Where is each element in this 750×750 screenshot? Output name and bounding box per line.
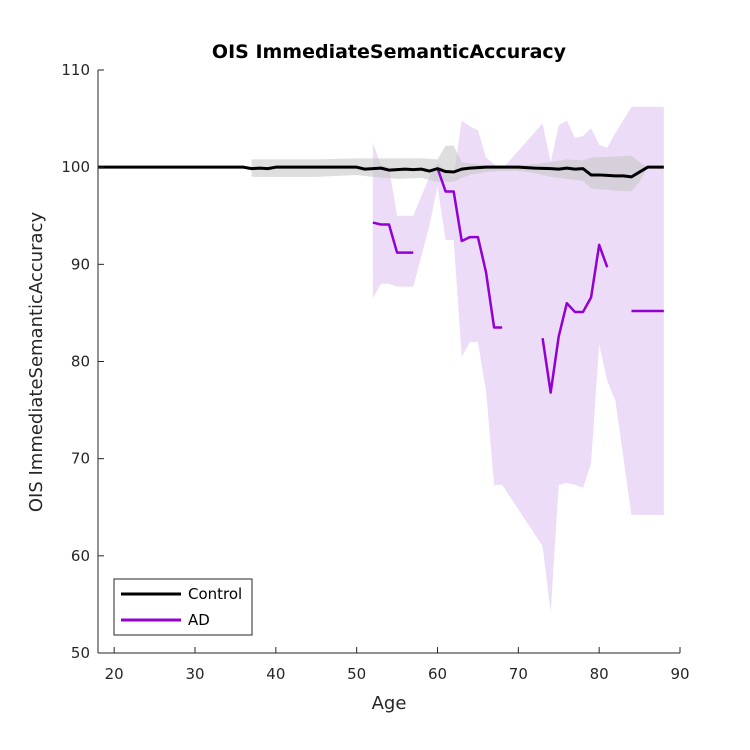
x-tick-label-40: 40 (266, 665, 285, 683)
legend-label-control: Control (188, 585, 242, 603)
ad-series-line-segment-2 (541, 243, 609, 394)
legend-label-ad: AD (188, 611, 210, 629)
y-tick-label-60: 60 (71, 547, 90, 565)
series-lines (98, 165, 664, 394)
y-tick-label-70: 70 (71, 450, 90, 468)
confidence-bands (251, 106, 664, 613)
y-tick-label-80: 80 (71, 353, 90, 371)
x-tick-label-60: 60 (428, 665, 447, 683)
y-tick-label-110: 110 (61, 61, 90, 79)
y-tick-label-90: 90 (71, 255, 90, 273)
control-confidence-band (251, 145, 648, 192)
y-axis-label: OIS ImmediateSemanticAccuracy (26, 212, 47, 513)
ad-series-line-segment-1 (436, 167, 503, 329)
x-tick-label-70: 70 (509, 665, 528, 683)
legend: Control AD (113, 578, 253, 636)
x-tick-label-80: 80 (590, 665, 609, 683)
y-tick-label-50: 50 (71, 644, 90, 662)
chart-title: OIS ImmediateSemanticAccuracy (212, 41, 567, 63)
tick-marks: 20 30 40 50 60 70 80 90 50 60 70 80 90 100 110 (61, 61, 689, 683)
control-series-line-segment-0 (98, 165, 664, 179)
legend-box (113, 578, 253, 636)
x-tick-label-90: 90 (670, 665, 689, 683)
ad-series-line-segment-0 (372, 221, 414, 254)
x-tick-label-30: 30 (185, 665, 204, 683)
x-axis-label: Age (372, 693, 407, 714)
x-tick-label-50: 50 (347, 665, 366, 683)
y-tick-label-100: 100 (61, 158, 90, 176)
x-tick-label-20: 20 (105, 665, 124, 683)
ad-confidence-band (372, 106, 664, 613)
